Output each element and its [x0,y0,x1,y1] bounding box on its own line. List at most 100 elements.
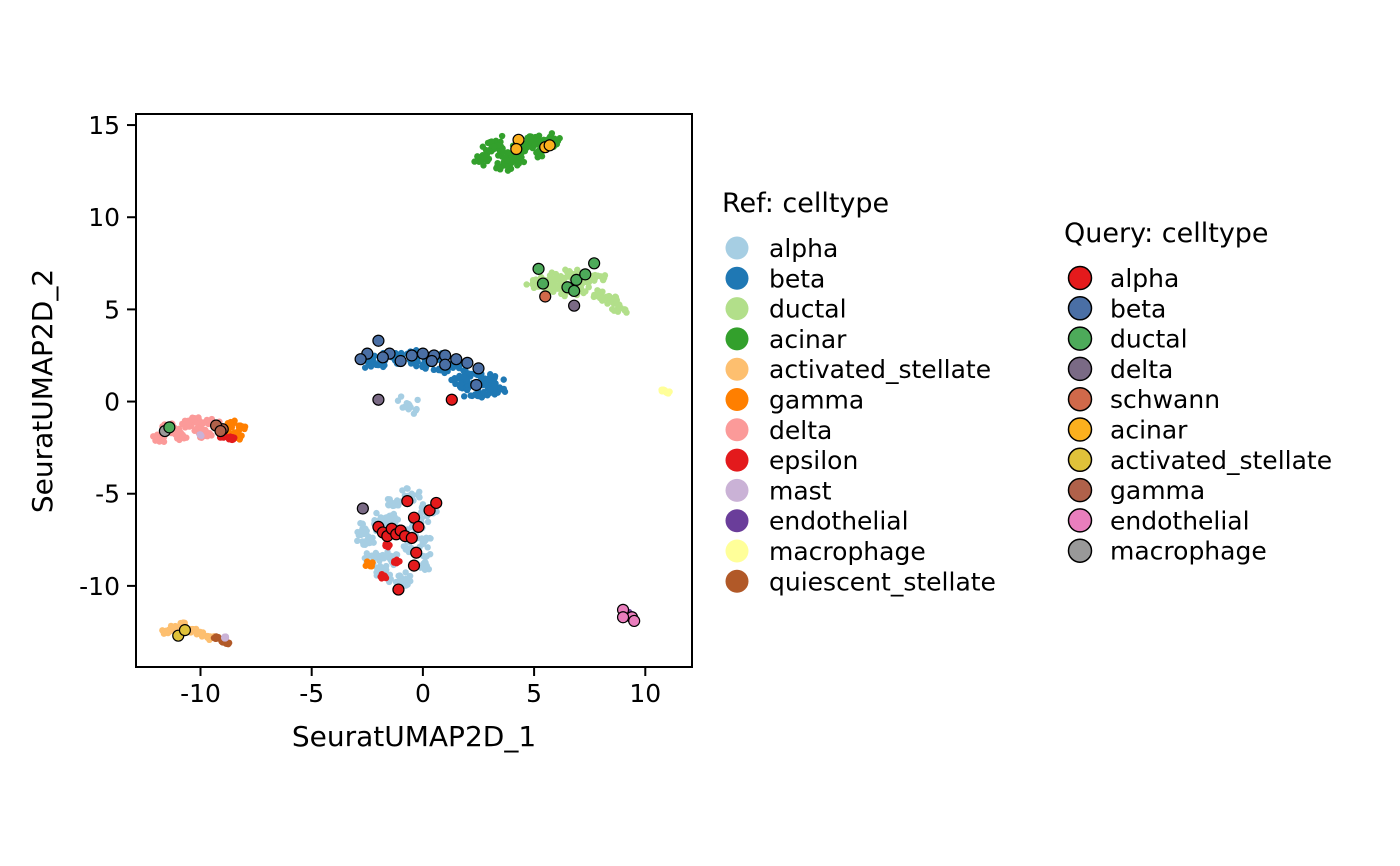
ref-point-acinar [535,132,543,139]
query-legend-title: Query: celltype [1064,218,1269,249]
ref-point-alpha [396,572,404,579]
query-point-alpha [407,559,421,572]
ref-point-alpha [426,534,433,542]
ref-point-alpha [414,491,421,498]
ref-point-ductal [612,294,620,301]
ref-point-ductal [610,307,618,314]
query-point-beta [405,349,418,362]
ref-point-alpha [394,397,402,404]
ref-point-alpha [417,508,425,516]
query-legend-label-ductal: ductal [1110,325,1188,354]
ref-point-beta [361,364,369,371]
query-legend-label-delta: delta [1110,355,1173,384]
query-point-beta [416,347,429,360]
ref-point-alpha [384,551,391,559]
ref-point-alpha [422,559,429,566]
query-point-ductal [532,262,545,275]
ref-point-acinar [474,153,481,160]
ref-point-acinar [504,157,511,164]
y-tick-label: -5 [95,480,120,509]
query-point-ductal [588,257,601,270]
ref-point-delta [191,427,198,434]
ref-point-acinar [504,149,511,157]
query-point-beta [376,351,389,364]
query-legend-key-schwann [1067,386,1093,412]
ref-point-acinar [494,159,501,167]
query-legend-key-alpha [1067,265,1093,291]
ref-point-alpha [410,410,418,417]
ref-point-beta [407,360,415,367]
ref-point-acinar [531,141,539,148]
ref-point-ductal [599,276,607,284]
ref-point-ductal [614,301,621,308]
query-point-beta [450,353,463,366]
ref-point-alpha [402,569,409,576]
ref-point-acinar [504,167,512,174]
ref-legend-label-acinar: acinar [769,325,847,354]
ref-legend-key-gamma [725,388,749,411]
query-legend-key-beta [1067,296,1093,321]
query-legend-key-acinar [1067,417,1093,442]
ref-point-delta [152,437,159,444]
query-legend-key-gamma [1067,477,1093,503]
ref-point-beta [448,376,455,384]
ref-point-delta [195,414,202,421]
ref-point-alpha [362,527,370,534]
query-point-ductal [579,268,592,281]
query-point-delta [568,299,581,312]
query-point-alpha [405,531,418,545]
ref-point-ductal [585,283,592,291]
ref-point-ductal [555,273,562,281]
ref-point-beta [465,370,473,377]
ref-point-beta [379,363,387,371]
ref-point-ductal [561,292,568,300]
ref-legend-title: Ref: celltype [722,188,889,219]
ref-point-alpha [426,550,434,558]
ref-point-beta [487,371,494,378]
query-point-alpha [401,495,414,508]
ref-legend-label-endothelial: endothelial [769,507,909,536]
ref-point-alpha [424,544,431,551]
y-tick-label: -10 [79,572,120,601]
query-legend-label-gamma: gamma [1110,476,1205,505]
query-point-alpha [412,520,425,534]
ref-point-alpha [404,581,411,588]
query-point-ductal [568,284,581,298]
ref-point-beta [491,372,499,380]
query-point-schwann [539,290,552,303]
ref-point-alpha [373,509,380,517]
ref-point-epsilon [378,575,385,582]
query-legend-key-activated_stellate [1067,447,1093,473]
ref-point-acinar [488,148,495,155]
ref-point-acinar [490,143,498,150]
ref-point-macrophage [664,389,672,396]
ref-point-alpha [414,396,421,404]
query-legend: Query: celltype alphabetaductaldeltaschw… [1064,218,1332,566]
ref-point-mast [197,432,204,439]
x-axis-title: SeuratUMAP2D_1 [292,720,536,753]
query-point-beta [425,354,438,368]
ref-point-beta [457,380,465,388]
ref-legend-key-activated_stellate [725,357,749,381]
ref-point-beta [484,392,491,399]
query-legend-key-delta [1067,356,1093,382]
x-tick-label: 0 [415,679,431,708]
ref-legend-key-acinar [725,327,749,351]
ref-legend-label-epsilon: epsilon [769,446,858,475]
query-point-gamma [214,424,227,438]
ref-legend-label-mast: mast [769,476,832,505]
ref-point-acinar [527,133,534,140]
ref-legend-key-endothelial [725,509,749,533]
ref-point-gamma [241,425,248,433]
ref-point-acinar [488,138,495,145]
ref-point-acinar [479,143,487,150]
ref-point-alpha [354,537,361,545]
ref-legend-key-epsilon [725,448,749,472]
y-axis: 15 10 5 0 -5 -10 [79,111,136,601]
ref-legend-label-macrophage: macrophage [769,537,926,566]
query-point-acinar [543,139,556,152]
ref-point-beta [477,373,484,381]
ref-point-activated_stellate [198,631,205,638]
query-legend-label-endothelial: endothelial [1110,506,1250,535]
